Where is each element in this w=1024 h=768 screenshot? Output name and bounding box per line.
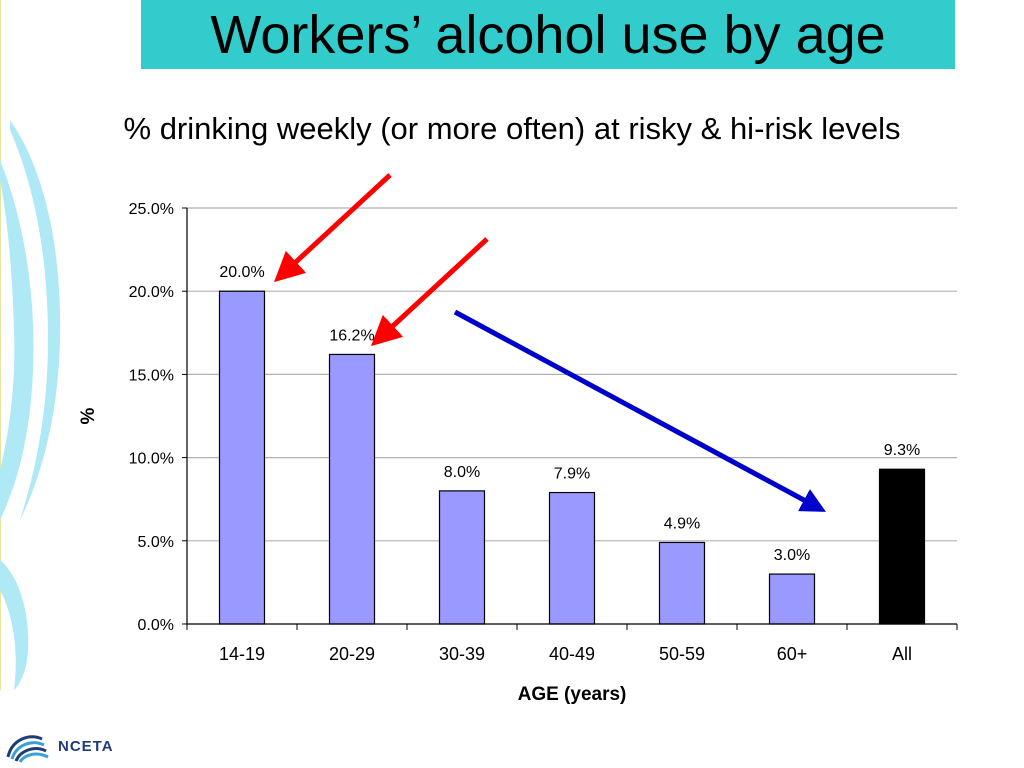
x-tick-label: 20-29: [329, 644, 375, 664]
data-label: 7.9%: [554, 466, 590, 483]
data-labels: 20.0% 16.2% 8.0% 7.9% 4.9% 3.0% 9.3%: [219, 264, 920, 564]
x-tick-label: 30-39: [439, 644, 485, 664]
y-tick-label: 5.0%: [138, 534, 174, 551]
x-tick-label: 50-59: [659, 644, 705, 664]
x-tick-label: All: [892, 644, 912, 664]
data-label: 4.9%: [664, 515, 700, 532]
axes: 0.0% 5.0% 10.0% 15.0% 20.0% 25.0% 14-19 20-29 30…: [129, 201, 958, 664]
annotation-arrows: [273, 173, 827, 512]
bars: [218, 290, 926, 625]
y-tick-label: 25.0%: [129, 201, 174, 218]
slide-subtitle: % drinking weekly (or more often) at ris…: [123, 111, 901, 146]
bar-40-49: [548, 491, 596, 625]
bar-50-59: [658, 541, 706, 625]
data-label: 16.2%: [329, 327, 374, 344]
red-arrow-2: [370, 237, 489, 347]
data-label: 9.3%: [884, 442, 920, 459]
bar-60: [768, 573, 816, 625]
bar-all: [878, 468, 926, 625]
x-axis-title: AGE (years): [518, 684, 627, 705]
data-label: 8.0%: [444, 464, 480, 481]
bar-20-29: [328, 353, 376, 625]
title-banner: Workers’ alcohol use by age: [141, 0, 955, 69]
logo-text: NCETA: [58, 737, 114, 755]
data-label: 3.0%: [774, 547, 810, 564]
slide-title: Workers’ alcohol use by age: [210, 4, 886, 65]
data-label: 20.0%: [219, 264, 264, 281]
y-tick-label: 10.0%: [129, 451, 174, 468]
y-tick-label: 15.0%: [129, 367, 174, 384]
y-tick-label: 20.0%: [129, 284, 174, 301]
bar-30-39: [438, 490, 486, 625]
swirl-logo-icon: [6, 735, 49, 763]
red-arrow-1: [273, 173, 392, 283]
x-tick-label: 40-49: [549, 644, 595, 664]
nceta-logo: NCETA: [4, 726, 114, 766]
bar-14-19: [218, 290, 266, 625]
y-tick-label: 0.0%: [138, 617, 174, 634]
x-tick-label: 60+: [777, 644, 808, 664]
blue-arrow: [453, 309, 827, 512]
y-axis-title: %: [78, 407, 99, 424]
x-tick-label: 14-19: [219, 644, 265, 664]
